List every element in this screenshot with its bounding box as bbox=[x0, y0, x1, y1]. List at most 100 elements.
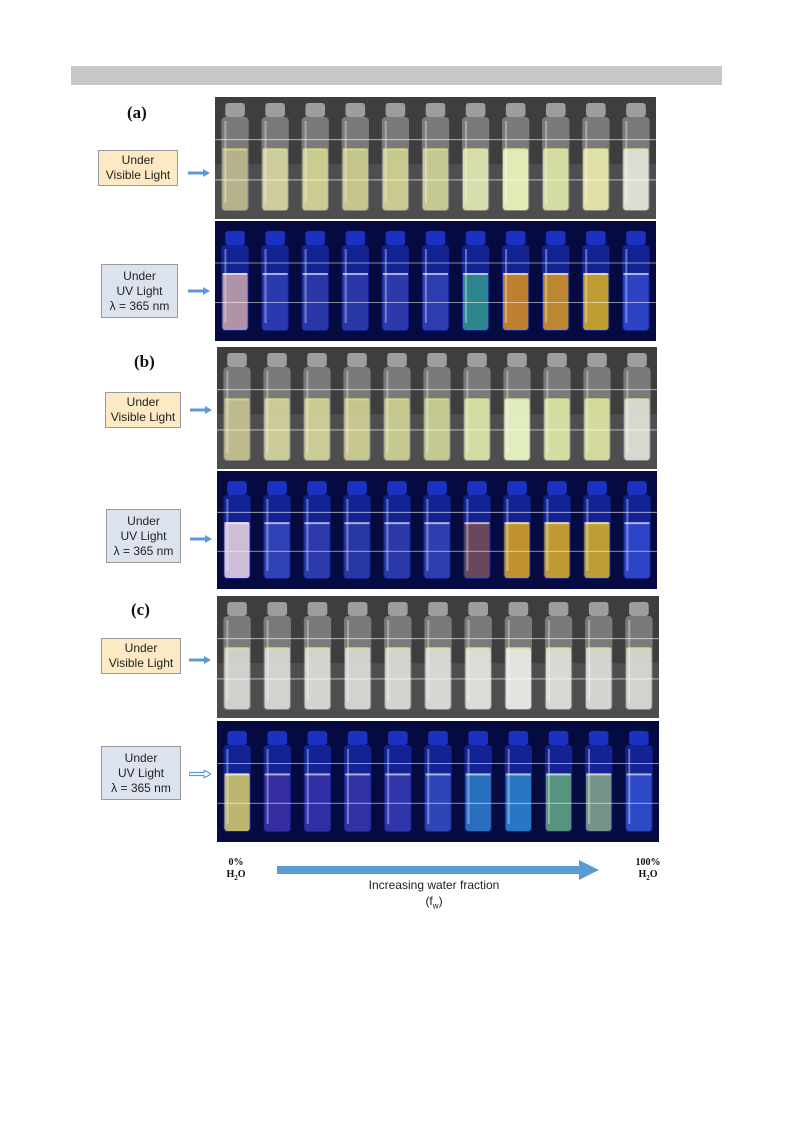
vial-highlight bbox=[426, 499, 429, 571]
vial-neck bbox=[345, 231, 366, 245]
vial bbox=[343, 731, 372, 832]
vial-highlight bbox=[426, 371, 429, 453]
vial-liquid bbox=[342, 273, 368, 330]
vial-highlight bbox=[346, 371, 349, 453]
vial-neck bbox=[586, 103, 606, 117]
vial bbox=[622, 103, 650, 211]
vial-meniscus bbox=[264, 773, 290, 776]
vials-uv-c bbox=[217, 721, 659, 842]
vial-highlight bbox=[384, 249, 387, 323]
vial-liquid bbox=[584, 522, 610, 578]
vial bbox=[381, 103, 410, 211]
formula-h: H bbox=[226, 869, 235, 880]
vial-highlight bbox=[346, 499, 349, 571]
vial-highlight bbox=[306, 499, 309, 571]
vial-neck bbox=[385, 231, 406, 245]
vial bbox=[424, 602, 452, 710]
arrow-right-icon bbox=[190, 406, 212, 414]
vials-visible-a bbox=[215, 97, 656, 219]
vial-meniscus bbox=[623, 148, 649, 151]
vial-neck bbox=[307, 602, 328, 616]
vial-highlight bbox=[586, 371, 589, 453]
vial-meniscus bbox=[385, 773, 411, 776]
label-line: UV Light bbox=[116, 283, 163, 298]
vial-highlight bbox=[266, 499, 269, 571]
vial-meniscus bbox=[462, 273, 489, 275]
vial-liquid bbox=[424, 522, 450, 578]
vial-neck bbox=[305, 103, 326, 117]
vial bbox=[341, 103, 369, 211]
vial bbox=[503, 353, 531, 461]
vial-highlight bbox=[266, 371, 269, 453]
vial-highlight bbox=[266, 620, 269, 702]
vial-liquid bbox=[264, 522, 290, 578]
vial-liquid bbox=[624, 398, 650, 460]
vial bbox=[423, 353, 451, 461]
vial-neck bbox=[267, 353, 287, 367]
formula-h: H bbox=[638, 869, 647, 880]
panel-b-visible-label: Under Visible Light bbox=[105, 392, 181, 428]
vial-highlight bbox=[626, 499, 629, 571]
vial-meniscus bbox=[504, 522, 530, 525]
panel-a-visible-photo bbox=[215, 97, 656, 219]
vial bbox=[585, 731, 613, 832]
vial bbox=[223, 602, 251, 710]
vial bbox=[343, 602, 372, 710]
vial-liquid bbox=[224, 398, 250, 460]
scale-end-percent: 100% bbox=[635, 857, 661, 868]
vial-liquid bbox=[384, 522, 410, 578]
vial-meniscus bbox=[222, 273, 248, 275]
vial bbox=[343, 353, 371, 461]
vial bbox=[623, 353, 651, 461]
vial bbox=[461, 231, 490, 331]
vial-neck bbox=[627, 353, 647, 367]
vial bbox=[583, 353, 611, 461]
scale-end-label: 100% H2O bbox=[628, 857, 668, 884]
vial bbox=[503, 481, 531, 579]
vial-meniscus bbox=[462, 148, 489, 151]
vial-neck bbox=[267, 602, 288, 616]
vial-neck bbox=[387, 731, 408, 745]
vial-liquid bbox=[222, 273, 248, 330]
vial-neck bbox=[626, 231, 646, 245]
vial-highlight bbox=[467, 620, 470, 702]
vial-liquid bbox=[623, 273, 649, 330]
vial bbox=[383, 481, 411, 579]
vial-highlight bbox=[226, 620, 229, 702]
label-line: UV Light bbox=[120, 528, 167, 543]
vial-liquid bbox=[464, 398, 490, 460]
vial bbox=[461, 103, 490, 211]
vial bbox=[502, 103, 530, 211]
label-line: Under bbox=[127, 513, 160, 528]
vial bbox=[542, 103, 570, 211]
vial-liquid bbox=[424, 398, 450, 460]
vial-meniscus bbox=[302, 273, 328, 275]
vial-highlight bbox=[346, 749, 349, 824]
vial-highlight bbox=[384, 121, 387, 203]
vial-liquid bbox=[385, 647, 411, 709]
vial bbox=[583, 481, 611, 579]
vial-meniscus bbox=[464, 522, 490, 525]
vial bbox=[544, 602, 573, 710]
vial-highlight bbox=[507, 749, 510, 824]
vial-neck bbox=[465, 231, 486, 245]
vial bbox=[544, 731, 573, 832]
vial-meniscus bbox=[543, 148, 569, 151]
vial-neck bbox=[587, 353, 607, 367]
scale-start-label: 0% H2O bbox=[218, 857, 254, 884]
vial-liquid bbox=[462, 148, 489, 210]
vial bbox=[383, 353, 411, 461]
vial-liquid bbox=[262, 148, 288, 210]
vial-liquid bbox=[626, 647, 652, 709]
vial-meniscus bbox=[342, 148, 368, 151]
label-line: Visible Light bbox=[105, 168, 171, 182]
vial-meniscus bbox=[384, 398, 410, 401]
vial-neck bbox=[586, 231, 606, 245]
vial-highlight bbox=[585, 121, 588, 203]
scale-end-formula: H2O bbox=[628, 869, 668, 884]
vial-neck bbox=[425, 231, 446, 245]
vial-highlight bbox=[466, 371, 469, 453]
vial-meniscus bbox=[584, 522, 610, 525]
vial-meniscus bbox=[464, 398, 490, 401]
vial-neck bbox=[587, 481, 607, 495]
